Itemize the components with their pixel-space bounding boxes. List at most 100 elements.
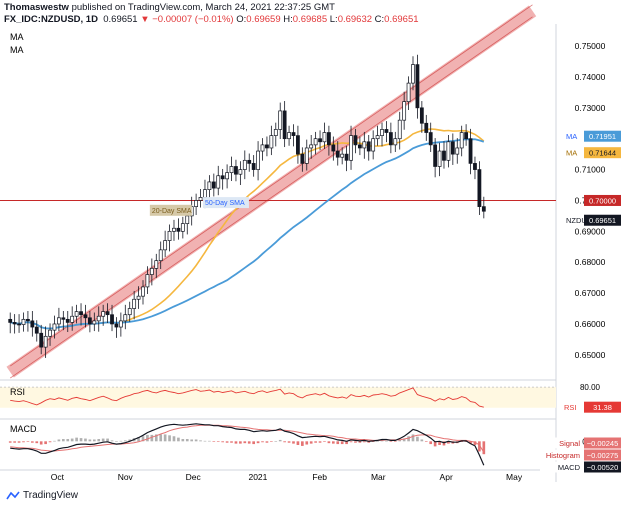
y-tick-label: 0.75000 xyxy=(575,41,606,51)
macd-histogram-bar xyxy=(464,441,468,442)
sma50-annotation-bg xyxy=(202,197,249,209)
macd-histogram-bar xyxy=(247,441,251,444)
candle-body xyxy=(61,317,66,320)
candle-body xyxy=(34,326,39,334)
candle-body xyxy=(225,172,229,180)
macd-histogram-bar xyxy=(8,441,12,443)
candle-body xyxy=(269,135,274,149)
candle-body xyxy=(313,138,318,146)
macd-histogram-bar xyxy=(292,441,295,444)
candle-body xyxy=(260,144,265,152)
candle-body xyxy=(309,144,314,149)
macd-tag-box xyxy=(584,437,621,449)
rsi-tag-box xyxy=(584,401,621,413)
macd-histogram-bar xyxy=(416,436,419,442)
macd-histogram-bar xyxy=(261,441,264,443)
candle-body xyxy=(437,150,442,167)
macd-histogram-bar xyxy=(287,441,291,443)
candle-body xyxy=(110,314,114,325)
macd-histogram-bar xyxy=(243,441,247,444)
y-tick-label: 0.73000 xyxy=(575,103,606,113)
macd-histogram-bar xyxy=(92,439,96,442)
low-label: L: xyxy=(329,14,338,25)
candle-body xyxy=(455,147,460,155)
candle-body xyxy=(256,150,260,170)
candle-body xyxy=(48,329,52,337)
macd-histogram-bar xyxy=(141,436,145,442)
macd-histogram-bar xyxy=(22,441,25,443)
macd-line xyxy=(10,423,485,466)
price-tag-box xyxy=(584,214,621,226)
candle-body xyxy=(247,159,252,164)
candle-body xyxy=(220,175,225,180)
candle-body xyxy=(296,135,300,155)
x-tick-label: Apr xyxy=(440,472,453,482)
macd-histogram-bar xyxy=(371,441,375,442)
candle-body xyxy=(123,314,128,322)
candle-body xyxy=(251,163,256,170)
candle-body xyxy=(433,144,438,167)
candle-body xyxy=(371,138,376,152)
candle-body xyxy=(136,295,141,300)
tradingview-brand: TradingView xyxy=(23,490,79,501)
price-tag-name: MA xyxy=(566,132,577,141)
macd-tag-name-bg xyxy=(540,437,582,449)
macd-histogram-bar xyxy=(274,441,278,442)
macd-histogram-bar xyxy=(66,439,70,442)
macd-histogram-bar xyxy=(70,438,74,442)
macd-histogram-bar xyxy=(340,441,344,445)
macd-histogram-bar xyxy=(194,439,198,442)
macd-tag-value: −0.00520 xyxy=(587,463,619,472)
candle-body xyxy=(238,169,243,175)
candle-body xyxy=(17,323,21,326)
candle-body xyxy=(468,138,473,164)
macd-histogram-bar xyxy=(203,440,207,442)
macd-histogram-bar xyxy=(146,434,149,442)
macd-histogram-bar xyxy=(376,441,379,442)
y-tick-label: 0.69000 xyxy=(575,226,606,236)
candle-body xyxy=(127,308,132,316)
candle-body xyxy=(481,206,486,212)
macd-histogram-bar xyxy=(278,439,282,442)
macd-histogram-bar xyxy=(62,439,65,442)
candle-body xyxy=(79,311,83,316)
ma-slow-line xyxy=(10,138,485,330)
macd-histogram-bar xyxy=(154,434,158,442)
macd-tag-name: Histogram xyxy=(546,451,580,460)
candle-body xyxy=(229,166,234,174)
macd-histogram-bar xyxy=(190,439,194,442)
candle-body xyxy=(92,320,97,325)
macd-histogram-bar xyxy=(393,441,397,442)
macd-histogram-bar xyxy=(336,441,340,445)
candle-body xyxy=(141,286,145,297)
rsi-line xyxy=(10,387,484,408)
candle-body xyxy=(194,200,199,207)
candle-body xyxy=(411,64,415,84)
macd-histogram-bar xyxy=(354,441,357,443)
candle-body xyxy=(167,230,172,241)
macd-histogram-bar xyxy=(252,441,255,445)
macd-histogram-bar xyxy=(115,441,118,442)
macd-tag-box xyxy=(584,449,621,461)
macd-histogram-bar xyxy=(367,441,371,443)
tradingview-logo[interactable]: TradingView xyxy=(6,490,78,501)
macd-histogram-bar xyxy=(17,441,21,443)
macd-histogram-bar xyxy=(26,441,30,442)
candle-body xyxy=(70,315,75,323)
macd-histogram-bar xyxy=(469,441,472,444)
close-value: 0.69651 xyxy=(384,14,419,25)
macd-histogram-bar xyxy=(447,441,450,444)
sma50-annotation: 50-Day SMA xyxy=(205,200,245,207)
candle-body xyxy=(450,141,455,155)
macd-histogram-bar xyxy=(75,437,78,442)
macd-histogram-bar xyxy=(398,439,402,442)
macd-histogram-bar xyxy=(323,441,326,442)
candle-body xyxy=(415,64,420,109)
candle-body xyxy=(8,318,13,323)
candle-body xyxy=(96,315,101,322)
macd-histogram-bar xyxy=(234,441,238,444)
candle-body xyxy=(473,163,477,170)
price-tag-box xyxy=(584,194,621,206)
macd-histogram-bar xyxy=(110,440,114,442)
